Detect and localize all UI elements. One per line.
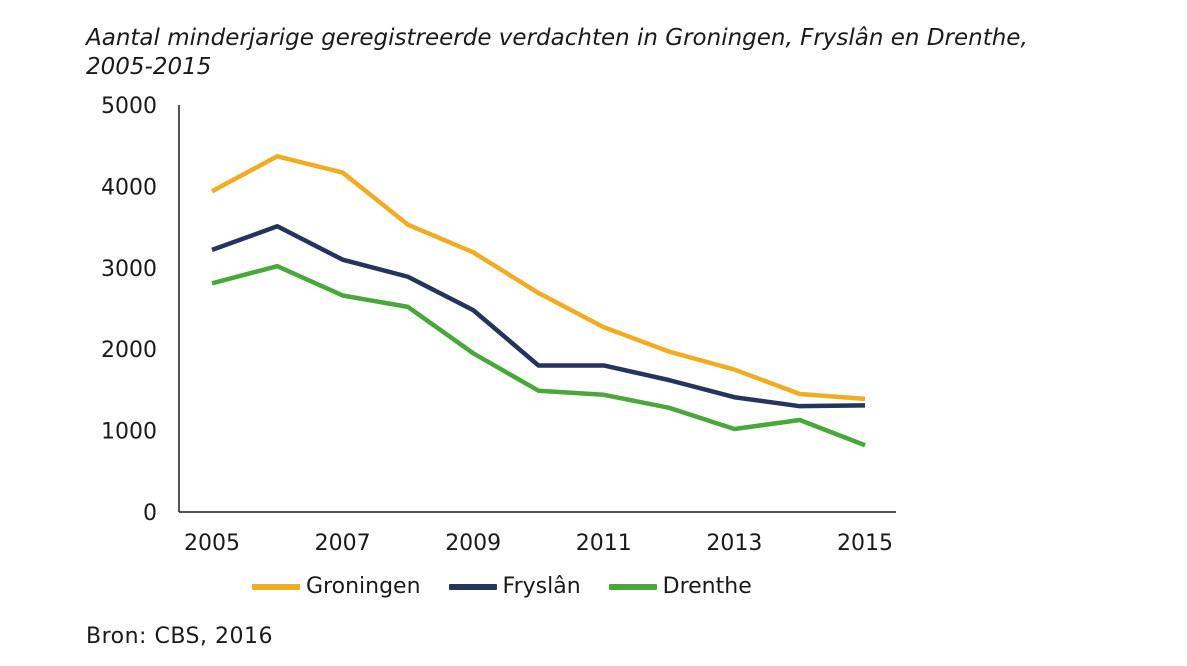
legend-swatch — [252, 583, 300, 590]
y-tick-label: 5000 — [101, 94, 157, 119]
legend-label: Fryslân — [502, 574, 581, 599]
x-tick-label: 2009 — [445, 531, 501, 556]
chart-legend: Groningen Fryslân Drenthe — [252, 574, 780, 599]
legend-swatch — [608, 583, 657, 590]
source-note: Bron: CBS, 2016 — [86, 624, 273, 649]
x-tick-label: 2005 — [184, 531, 240, 556]
legend-item: Groningen — [252, 574, 421, 599]
x-tick-label: 2007 — [315, 531, 371, 556]
chart-axes — [178, 105, 896, 513]
y-tick-label: 0 — [143, 501, 157, 526]
series-line-drenthe — [211, 263, 866, 448]
y-axis-ticks: 5000 4000 3000 2000 1000 0 — [101, 94, 157, 526]
y-tick-label: 3000 — [101, 257, 157, 282]
x-axis-ticks: 2005 2007 2009 2011 2013 2015 — [184, 531, 893, 556]
legend-label: Groningen — [306, 574, 421, 599]
chart-title-line-1: Aantal minderjarige geregistreerde verda… — [86, 25, 1028, 51]
chart-title: Aantal minderjarige geregistreerde verda… — [86, 24, 1086, 82]
series-line-groningen — [210, 154, 866, 402]
y-tick-label: 2000 — [101, 338, 157, 363]
legend-item: Fryslân — [448, 574, 581, 599]
series-line-frysl-n — [211, 224, 866, 409]
legend-label: Drenthe — [662, 574, 752, 599]
x-tick-label: 2015 — [837, 531, 893, 556]
x-tick-label: 2013 — [706, 531, 762, 556]
y-tick-label: 4000 — [101, 175, 157, 200]
legend-item: Drenthe — [608, 574, 752, 599]
x-tick-label: 2011 — [576, 531, 632, 556]
y-tick-label: 1000 — [101, 420, 157, 445]
chart-title-line-2: 2005-2015 — [86, 54, 212, 80]
legend-swatch — [448, 583, 497, 590]
chart-series — [210, 154, 866, 448]
